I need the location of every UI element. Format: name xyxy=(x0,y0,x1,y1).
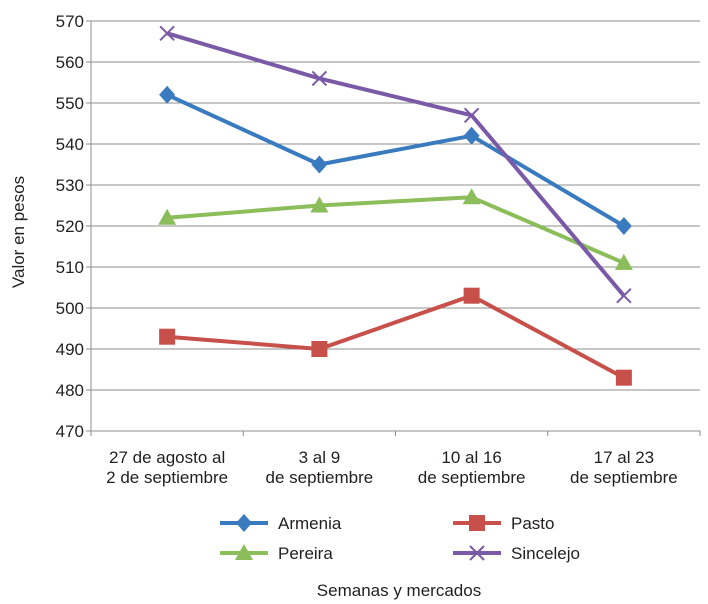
axes xyxy=(86,20,701,436)
data-point xyxy=(311,70,328,87)
x-tick-label: 17 al 23 de septiembre xyxy=(570,448,678,487)
y-tick-labels: 470 480 490 500 510 520 530 540 550 560 570 xyxy=(56,12,84,441)
y-tick-label: 530 xyxy=(56,176,84,195)
y-tick-label: 480 xyxy=(56,381,84,400)
y-tick-label: 550 xyxy=(56,94,84,113)
data-point xyxy=(159,25,175,42)
legend-marker xyxy=(469,545,485,561)
series-lines xyxy=(158,25,633,386)
data-point xyxy=(614,253,633,270)
series-pereira xyxy=(158,188,633,270)
legend-marker xyxy=(469,515,485,531)
legend-item-pereira: Pereira xyxy=(220,544,333,563)
legend: Armenia Pasto Pereira Sincelejo xyxy=(220,514,580,563)
legend-item-armenia: Armenia xyxy=(220,514,342,533)
y-tick-label: 490 xyxy=(56,340,84,359)
x-tick-label: 10 al 16 de septiembre xyxy=(418,448,526,487)
x-tick-label: 27 de agosto al 2 de septiembre xyxy=(106,448,228,487)
data-point xyxy=(159,328,176,345)
series-line xyxy=(166,195,625,265)
legend-marker xyxy=(236,514,252,532)
series-line xyxy=(166,92,625,228)
gridlines xyxy=(91,20,700,432)
data-point xyxy=(615,369,632,386)
y-tick-label: 500 xyxy=(56,299,84,318)
series-line xyxy=(166,31,626,297)
marker-stroke xyxy=(616,287,632,304)
y-tick-label: 540 xyxy=(56,135,84,154)
marker-stroke xyxy=(311,70,328,87)
legend-item-pasto: Pasto xyxy=(453,514,554,533)
marker-stroke xyxy=(159,25,175,42)
marker-stroke xyxy=(463,107,480,124)
series-armenia xyxy=(159,85,632,235)
legend-label: Sincelejo xyxy=(511,544,580,563)
data-point xyxy=(310,196,329,213)
series-pasto xyxy=(159,287,632,386)
data-point xyxy=(311,341,328,357)
data-point xyxy=(463,107,480,124)
y-tick-label: 520 xyxy=(56,217,84,236)
data-point xyxy=(463,126,480,145)
y-tick-label: 510 xyxy=(56,258,84,277)
data-point xyxy=(159,85,176,104)
y-tick-label: 570 xyxy=(56,12,84,31)
y-axis-label: Valor en pesos xyxy=(9,176,28,288)
legend-label: Armenia xyxy=(278,514,342,533)
data-point xyxy=(463,287,480,304)
y-tick-label: 560 xyxy=(56,53,84,72)
legend-label: Pasto xyxy=(511,514,554,533)
x-tick-label: 3 al 9 de septiembre xyxy=(266,448,374,487)
x-tick-labels: 27 de agosto al 2 de septiembre 3 al 9 de s… xyxy=(106,448,678,487)
data-point xyxy=(311,155,328,174)
legend-marker xyxy=(235,544,253,560)
y-tick-label: 470 xyxy=(56,422,84,441)
data-point xyxy=(616,287,632,304)
x-axis-label: Semanas y mercados xyxy=(317,581,481,600)
marker-stroke xyxy=(469,545,485,561)
data-point xyxy=(615,217,632,235)
data-point xyxy=(158,208,177,225)
series-line xyxy=(166,293,625,380)
series-sincelejo xyxy=(159,25,632,304)
legend-item-sincelejo: Sincelejo xyxy=(453,544,580,563)
legend-label: Pereira xyxy=(278,544,333,563)
data-point xyxy=(462,188,481,205)
